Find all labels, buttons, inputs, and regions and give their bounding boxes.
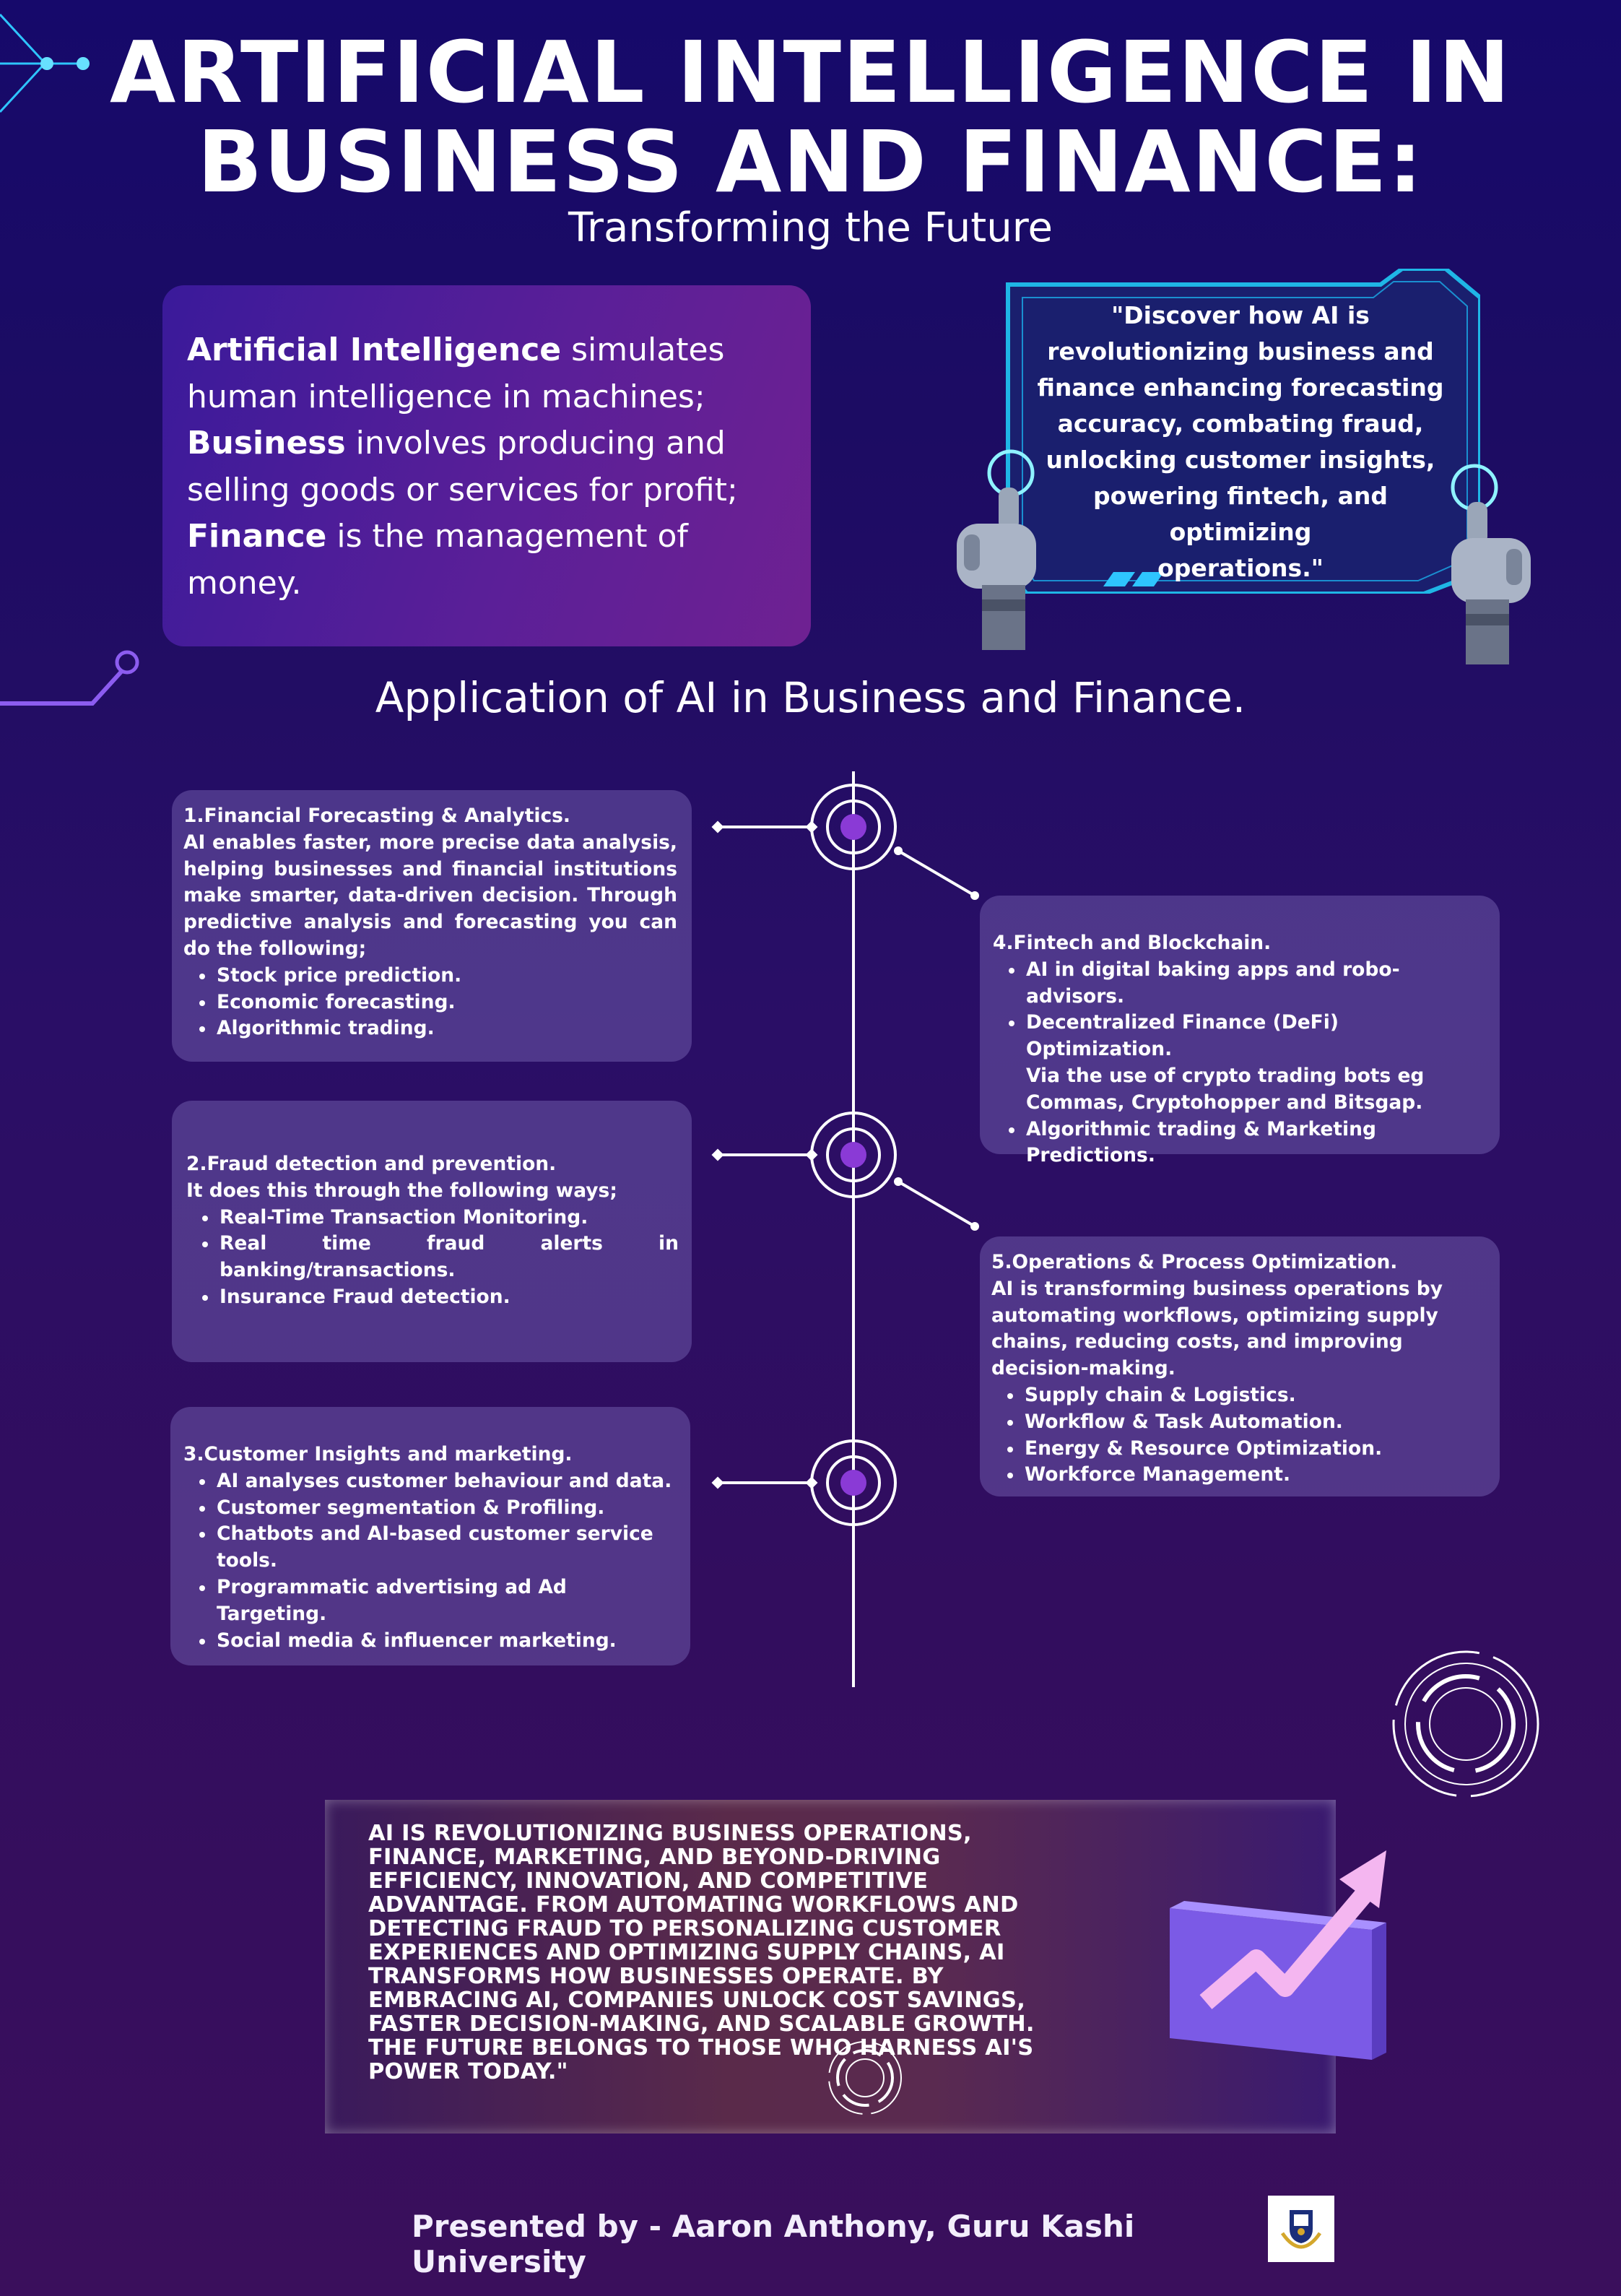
quote-frame: "Discover how AI is revolutionizing busi… [998, 269, 1480, 594]
application-card-customer: 3.Customer Insights and marketing. AI an… [170, 1407, 690, 1665]
circular-hud-icon [828, 2041, 902, 2115]
list-item: Algorithmic trading. [183, 1015, 677, 1042]
page-subtitle: Transforming the Future [568, 204, 1053, 251]
quote-line: finance enhancing forecasting [1037, 373, 1444, 402]
robot-hand-icon [957, 449, 1036, 650]
card-title: 4.Fintech and Blockchain. [993, 932, 1272, 954]
application-card-operations: 5.Operations & Process Optimization. AI … [980, 1236, 1500, 1496]
card-description: AI enables faster, more precise data ana… [183, 831, 677, 960]
list-item: Economic forecasting. [183, 989, 677, 1016]
growth-arrow-icon [1170, 1850, 1386, 2060]
presenter-credit: Presented by - Aaron Anthony, Guru Kashi… [412, 2209, 1135, 2279]
list-item: Chatbots and AI-based customer service [183, 1521, 676, 1548]
card-title: 3.Customer Insights and marketing. [183, 1443, 573, 1465]
list-item: Insurance Fraud detection. [186, 1284, 679, 1311]
definition-box: Artificial Intelligence simulates human … [162, 285, 811, 646]
list-item: Workflow & Task Automation. [991, 1409, 1488, 1436]
card-title: 2.Fraud detection and prevention. [186, 1153, 557, 1175]
card-description: It does this through the following ways; [186, 1179, 617, 1202]
card-list: Real-Time Transaction Monitoring. Real t… [186, 1205, 679, 1311]
list-item: Algorithmic trading & Marketing Predicti… [993, 1117, 1488, 1170]
definition-business: involves producing and selling goods or … [187, 425, 738, 508]
quote-line: unlocking customer insights, [1046, 446, 1435, 474]
list-item: Social media & influencer marketing. [183, 1628, 676, 1655]
list-item: Programmatic advertising ad Ad Targeting… [183, 1574, 676, 1628]
list-item: Energy & Resource Optimization. [991, 1436, 1488, 1463]
card-title: 5.Operations & Process Optimization. [991, 1251, 1398, 1273]
conclusion-text: AI IS REVOLUTIONIZING BUSINESS OPERATION… [368, 1821, 1035, 2084]
university-logo-icon [1268, 2196, 1334, 2262]
circular-hud-icon [1392, 1650, 1539, 1798]
list-item-continuation: banking/transactions. [220, 1259, 456, 1282]
circuit-line-icon [0, 13, 90, 113]
list-item: Workforce Management. [991, 1462, 1488, 1489]
list-item: Supply chain & Logistics. [991, 1382, 1488, 1409]
timeline-node-icon [711, 1112, 979, 1231]
timeline [711, 771, 979, 1687]
quote-line: powering fintech, and optimizing [1093, 482, 1388, 546]
list-item-continuation: tools. [217, 1549, 278, 1572]
quote-text: "Discover how AI is revolutionizing busi… [1031, 298, 1450, 586]
definition-ai: simulates human intelligence in machines… [187, 332, 725, 415]
list-item: Stock price prediction. [183, 963, 677, 989]
list-item: Real time fraud alerts in [186, 1231, 679, 1257]
application-card-fraud: 2.Fraud detection and prevention. It doe… [172, 1101, 692, 1362]
timeline-node-icon [711, 784, 979, 900]
robot-hand-icon [1451, 464, 1531, 664]
timeline-node-icon [711, 1439, 897, 1526]
quote-line: accuracy, combating fraud, [1057, 410, 1424, 438]
page-title-line: ARTIFICIAL INTELLIGENCE IN [109, 22, 1512, 122]
application-card-forecasting: 1.Financial Forecasting & Analytics. AI … [172, 790, 692, 1062]
card-list: Supply chain & Logistics. Workflow & Tas… [991, 1382, 1488, 1489]
definition-finance: is the management of money. [187, 518, 688, 602]
quote-line: revolutionizing business and [1047, 337, 1434, 365]
term-business: Business [187, 425, 346, 462]
section-heading: Application of AI in Business and Financ… [375, 673, 1246, 722]
circuit-line-icon [0, 650, 139, 706]
page-title: ARTIFICIAL INTELLIGENCE IN BUSINESS AND … [0, 27, 1621, 207]
list-item: Customer segmentation & Profiling. [183, 1495, 676, 1522]
conclusion-panel: AI IS REVOLUTIONIZING BUSINESS OPERATION… [325, 1800, 1386, 2133]
list-item: Real-Time Transaction Monitoring. [186, 1205, 679, 1231]
card-list: Stock price prediction. Economic forecas… [183, 963, 677, 1042]
list-item: Decentralized Finance (DeFi) Optimizatio… [993, 1010, 1488, 1063]
term-ai: Artificial Intelligence [187, 332, 562, 368]
card-list: AI analyses customer behaviour and data.… [183, 1468, 676, 1655]
list-item: AI analyses customer behaviour and data. [183, 1468, 676, 1495]
card-description: AI is transforming business operations b… [991, 1277, 1443, 1380]
list-item-continuation: Via the use of crypto trading bots eg [1026, 1064, 1425, 1087]
quote-line: operations." [1157, 554, 1324, 582]
list-item-continuation: Commas, Cryptohopper and Bitsgap. [1026, 1091, 1423, 1114]
quote-line: "Discover how AI is [1111, 301, 1370, 329]
application-card-fintech: 4.Fintech and Blockchain. AI in digital … [980, 896, 1500, 1166]
card-list: AI in digital baking apps and robo-advis… [993, 957, 1488, 1169]
term-finance: Finance [187, 518, 327, 555]
page-title-line: BUSINESS AND FINANCE: [197, 112, 1424, 212]
list-item: AI in digital baking apps and robo-advis… [993, 957, 1488, 1010]
card-title: 1.Financial Forecasting & Analytics. [183, 805, 570, 827]
